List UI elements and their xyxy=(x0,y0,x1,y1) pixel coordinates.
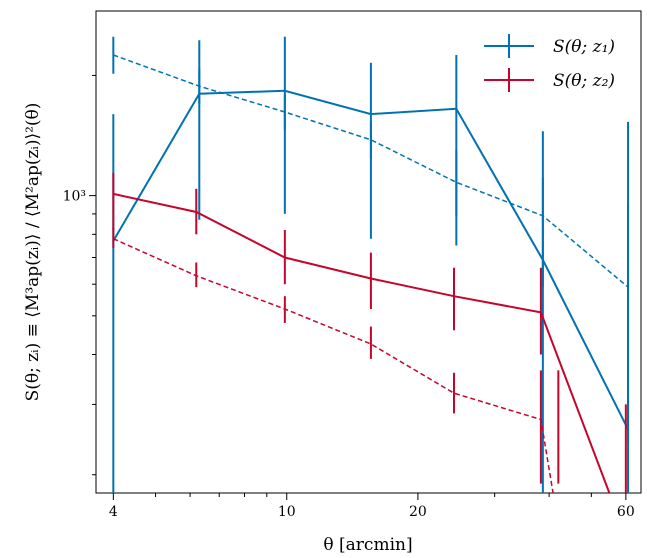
y-axis-ticks: 10³ xyxy=(63,74,96,476)
series-4 xyxy=(112,227,560,493)
plot-area xyxy=(95,10,642,494)
x-tick-label: 4 xyxy=(109,504,118,520)
series-layer xyxy=(112,36,630,493)
series-3 xyxy=(112,172,627,493)
legend-item-2: S(θ; z₂) xyxy=(484,68,615,92)
series-4-line xyxy=(112,238,554,493)
x-tick-label: 60 xyxy=(617,504,635,520)
x-axis-label: θ [arcmin] xyxy=(323,535,412,555)
legend-label: S(θ; z₂) xyxy=(553,71,615,91)
y-tick-label: 10³ xyxy=(63,189,86,205)
legend-label: S(θ; z₁) xyxy=(553,37,615,57)
legend-item-1: S(θ; z₁) xyxy=(484,34,615,58)
legend: S(θ; z₁) S(θ; z₂) xyxy=(484,34,615,92)
x-tick-label: 10 xyxy=(278,504,296,520)
x-tick-label: 20 xyxy=(409,504,427,520)
series-3-line xyxy=(113,192,611,493)
x-axis-ticks: 4 10 20 60 xyxy=(109,493,635,520)
series-2 xyxy=(112,36,630,444)
y-axis-label: S(θ; zᵢ) ≡ ⟨M³ap(zᵢ)⟩ / ⟨M²ap(zᵢ)⟩²(θ) xyxy=(23,103,43,402)
